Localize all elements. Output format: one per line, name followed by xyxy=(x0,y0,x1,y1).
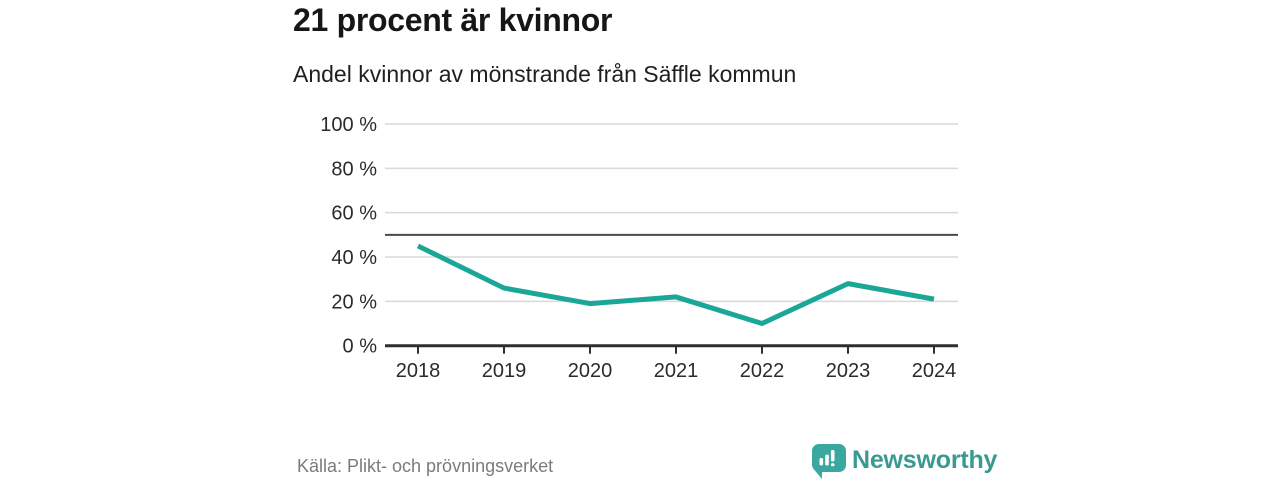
data-line-Andel kvinnor av mönstrande xyxy=(416,243,935,327)
bar-chart-bubble-icon xyxy=(812,444,846,479)
speech-bubble-shape xyxy=(812,444,846,479)
exclamation-dot xyxy=(830,463,835,467)
x-tick-label-2019: 2019 xyxy=(482,360,527,382)
x-tick-label-2020: 2020 xyxy=(568,360,613,382)
page-title: 21 procent är kvinnor xyxy=(293,2,613,38)
exclamation-stem xyxy=(830,450,835,462)
newsworthy-logo: Newsworthy xyxy=(810,442,997,480)
x-tick-label-2024: 2024 xyxy=(912,360,957,382)
y-tick-label-100: 100 % xyxy=(320,114,377,136)
x-tick-label-2022: 2022 xyxy=(740,360,785,382)
y-tick-label-80: 80 % xyxy=(331,158,377,180)
x-tick-label-2018: 2018 xyxy=(396,360,441,382)
x-tick-label-2023: 2023 xyxy=(826,360,871,382)
logo-wordmark: Newsworthy xyxy=(852,446,998,474)
y-tick-label-40: 40 % xyxy=(331,247,377,269)
chart-subtitle: Andel kvinnor av mönstrande från Säffle … xyxy=(293,61,797,87)
bar-medium xyxy=(825,454,829,466)
bar-small xyxy=(819,458,824,466)
y-tick-label-0: 0 % xyxy=(343,336,378,358)
source-caption: Källa: Plikt- och prövningsverket xyxy=(297,456,554,476)
x-tick-label-2021: 2021 xyxy=(654,360,699,382)
y-tick-label-60: 60 % xyxy=(331,203,377,225)
y-tick-label-20: 20 % xyxy=(331,291,377,313)
